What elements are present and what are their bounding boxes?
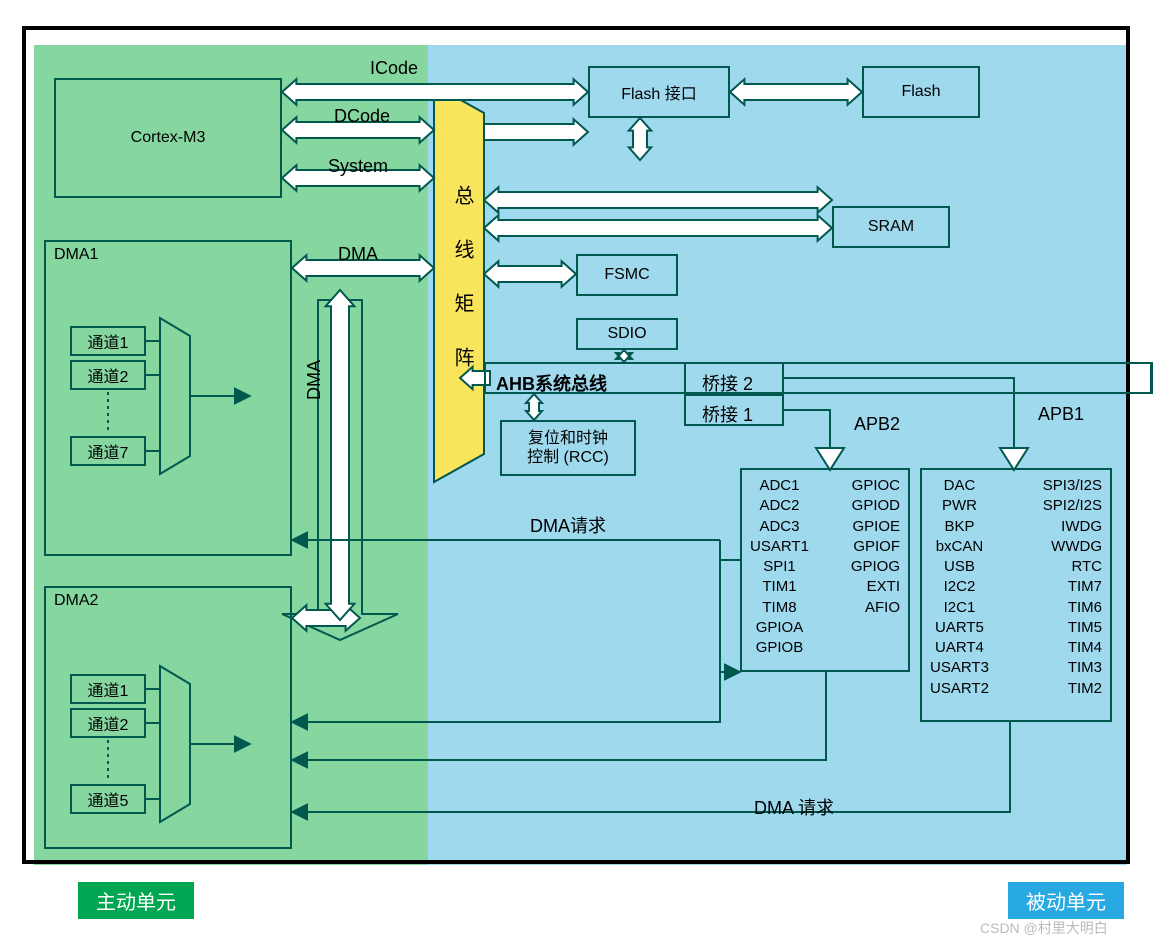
flash-interface-label: Flash 接口 <box>621 80 697 104</box>
dma1-label: DMA1 <box>54 246 98 264</box>
dma1-channel-1: 通道1 <box>70 326 146 356</box>
channel-label: 通道2 <box>88 363 129 387</box>
dma1-channel-7: 通道7 <box>70 436 146 466</box>
bridge1-label: 桥接 1 <box>702 401 753 427</box>
apb2-col1: ADC1ADC2ADC3USART1SPI1TIM1TIM8GPIOAGPIOB <box>750 476 809 658</box>
flash-box: Flash <box>862 66 980 118</box>
channel-label: 通道5 <box>88 787 129 811</box>
apb1-col1: DACPWRBKPbxCANUSBI2C2I2C1UART5UART4USART… <box>930 476 989 699</box>
ahb-label: AHB系统总线 <box>496 370 607 396</box>
fsmc-label: FSMC <box>604 266 649 284</box>
channel-label: 通道1 <box>88 677 129 701</box>
apb2-label: APB2 <box>854 414 900 435</box>
apb1-peripherals-box: DACPWRBKPbxCANUSBI2C2I2C1UART5UART4USART… <box>920 468 1112 722</box>
cortex-m3-box: Cortex-M3 <box>54 78 282 198</box>
cortex-m3-label: Cortex-M3 <box>131 129 206 147</box>
channel-label: 通道2 <box>88 711 129 735</box>
passive-unit-legend: 被动单元 <box>1008 882 1124 919</box>
bus-matrix-label: 总 线 矩 阵 <box>448 185 477 373</box>
icode-label: ICode <box>370 58 418 79</box>
dma-request-label-2: DMA 请求 <box>754 794 834 820</box>
system-label: System <box>328 156 388 177</box>
dma2-label: DMA2 <box>54 592 98 610</box>
dma2-channel-5: 通道5 <box>70 784 146 814</box>
dma-request-label-1: DMA请求 <box>530 512 606 538</box>
diagram-canvas: 总 线 矩 阵 Cortex-M3 DMA1 DMA2 通道1 通道2 通道7 … <box>0 0 1156 937</box>
dma1-channel-2: 通道2 <box>70 360 146 390</box>
sdio-label: SDIO <box>607 325 646 343</box>
flash-label: Flash <box>901 83 940 101</box>
dma2-channel-1: 通道1 <box>70 674 146 704</box>
channel-label: 通道7 <box>88 439 129 463</box>
rcc-label: 复位和时钟 控制 (RCC) <box>527 429 609 467</box>
dma1-box: DMA1 <box>44 240 292 556</box>
apb1-label: APB1 <box>1038 404 1084 425</box>
dcode-label: DCode <box>334 106 390 127</box>
sdio-box: SDIO <box>576 318 678 350</box>
watermark: CSDN @村里大明白 <box>980 918 1108 938</box>
flash-interface-box: Flash 接口 <box>588 66 730 118</box>
dma2-channel-2: 通道2 <box>70 708 146 738</box>
channel-label: 通道1 <box>88 329 129 353</box>
sram-box: SRAM <box>832 206 950 248</box>
rcc-box: 复位和时钟 控制 (RCC) <box>500 420 636 476</box>
sram-label: SRAM <box>868 218 914 236</box>
bridge2-label: 桥接 2 <box>702 370 753 396</box>
dma-vertical-label: DMA <box>304 360 325 400</box>
fsmc-box: FSMC <box>576 254 678 296</box>
apb2-peripherals-box: ADC1ADC2ADC3USART1SPI1TIM1TIM8GPIOAGPIOB… <box>740 468 910 672</box>
apb2-col2: GPIOCGPIODGPIOEGPIOFGPIOGEXTIAFIO <box>851 476 900 658</box>
dma-label: DMA <box>338 244 378 265</box>
active-unit-legend: 主动单元 <box>78 882 194 919</box>
apb1-col2: SPI3/I2SSPI2/I2SIWDGWWDGRTCTIM7TIM6TIM5T… <box>1043 476 1102 699</box>
